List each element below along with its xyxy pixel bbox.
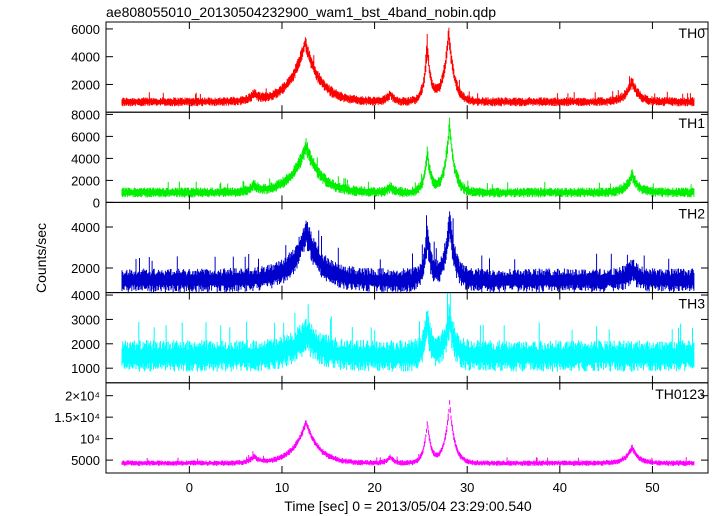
y-tick-label: 0 [93, 195, 100, 210]
y-axis-label: Counts/sec [33, 223, 49, 293]
panel-label-th0123: TH0123 [655, 386, 705, 402]
y-tick-label: 6000 [71, 129, 100, 144]
panel-th1: 0 2000 4000 6000 8000 TH1 [71, 107, 709, 210]
y-tick-label: 6000 [71, 22, 100, 37]
y-tick-label: 2000 [71, 337, 100, 352]
y-tick-label: 4000 [71, 151, 100, 166]
panel-frame [105, 382, 709, 474]
y-tick-label: 3000 [71, 312, 100, 327]
panel-th2: 2000 4000 TH2 [71, 201, 709, 294]
x-tick-label: 20 [367, 480, 381, 495]
chart-panels: 2000 4000 6000 TH0 0 2000 4000 6000 8000 TH1 2000 4… [54, 21, 709, 495]
y-tick-label: 10⁴ [80, 432, 100, 447]
x-tick-label: 0 [186, 480, 193, 495]
x-tick-label: 30 [460, 480, 474, 495]
chart-title: ae808055010_20130504232900_wam1_bst_4ban… [106, 4, 496, 20]
panel-label-th3: TH3 [679, 296, 706, 312]
x-tick-label: 50 [645, 480, 659, 495]
series-th1-line [121, 117, 695, 198]
y-tick-label: 4000 [71, 220, 100, 235]
y-tick-label: 2000 [71, 261, 100, 276]
y-tick-label: 5000 [71, 453, 100, 468]
y-tick-label: 2000 [71, 77, 100, 92]
y-tick-label: 4000 [71, 50, 100, 65]
series-th2-line [121, 211, 695, 293]
panel-th0: 2000 4000 6000 TH0 [71, 21, 709, 113]
y-tick-label: 2000 [71, 173, 100, 188]
panel-label-th1: TH1 [679, 115, 706, 131]
series-th0-line [121, 27, 695, 107]
panel-th0123: 5000 10⁴ 1.5×10⁴ 2×10⁴ TH0123 [54, 382, 709, 474]
series-th0123-line [121, 400, 695, 466]
y-tick-label: 2×10⁴ [65, 389, 100, 404]
y-tick-label: 1.5×10⁴ [54, 410, 100, 425]
y-tick-label: 1000 [71, 361, 100, 376]
x-axis-label: Time [sec] 0 = 2013/05/04 23:29:00.540 [284, 498, 532, 514]
x-tick-label: 40 [553, 480, 567, 495]
series-th3-line [121, 292, 695, 372]
panel-th3: 1000 2000 3000 4000 TH3 [71, 288, 709, 384]
panel-label-th2: TH2 [679, 205, 706, 221]
y-tick-label: 8000 [71, 107, 100, 122]
x-tick-label: 10 [275, 480, 289, 495]
panel-label-th0: TH0 [679, 25, 706, 41]
y-tick-label: 4000 [71, 288, 100, 303]
